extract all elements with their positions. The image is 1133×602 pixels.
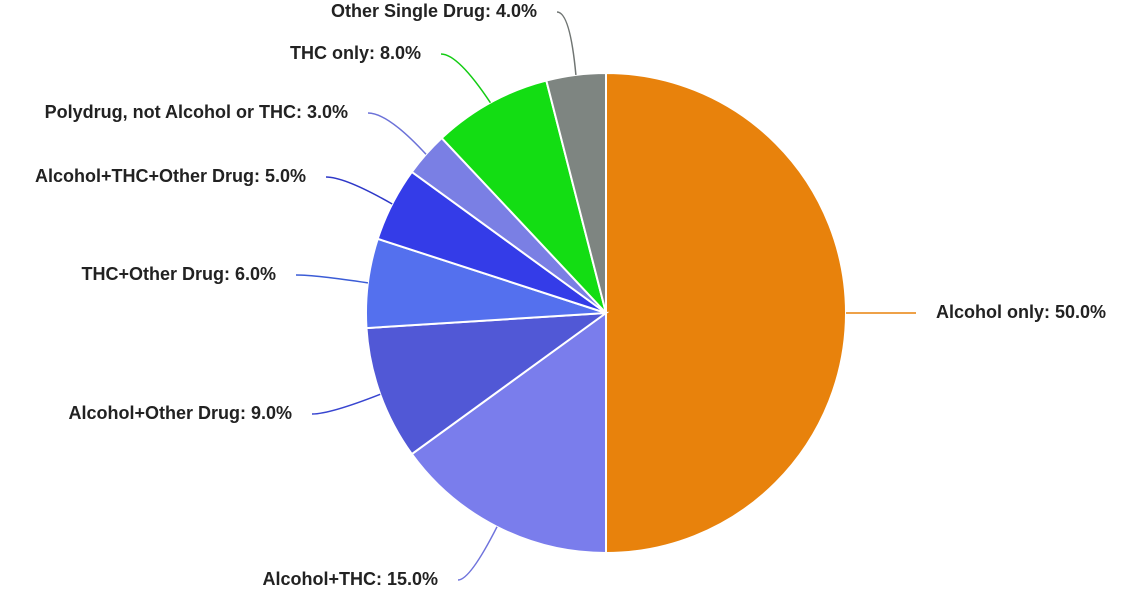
pie-slice-8 xyxy=(545,71,607,314)
leader-line-6 xyxy=(367,112,427,155)
leader-line-8 xyxy=(556,11,577,75)
slice-labels: Alcohol only: 50.0% Alcohol+THC: 15.0% Alc… xyxy=(35,1,1106,589)
leader-line-4 xyxy=(295,274,369,284)
slice-label-8: Other Single Drug: 4.0% xyxy=(331,1,537,21)
slice-label-1: Alcohol only: 50.0% xyxy=(936,302,1106,322)
pie-slice-3 xyxy=(365,311,610,456)
leader-line-3 xyxy=(311,393,381,415)
slice-label-5: Alcohol+THC+Other Drug: 5.0% xyxy=(35,166,306,186)
slice-label-4: THC+Other Drug: 6.0% xyxy=(81,264,276,284)
leader-line-5 xyxy=(325,176,393,205)
pie-slice-1 xyxy=(605,71,847,555)
slice-label-7: THC only: 8.0% xyxy=(290,43,421,63)
slice-label-2: Alcohol+THC: 15.0% xyxy=(262,569,438,589)
leader-line-2 xyxy=(457,526,498,581)
pie-slices xyxy=(365,71,847,555)
leader-lines xyxy=(295,11,916,581)
leader-line-7 xyxy=(440,53,492,104)
slice-label-6: Polydrug, not Alcohol or THC: 3.0% xyxy=(45,102,348,122)
slice-label-3: Alcohol+Other Drug: 9.0% xyxy=(68,403,292,423)
